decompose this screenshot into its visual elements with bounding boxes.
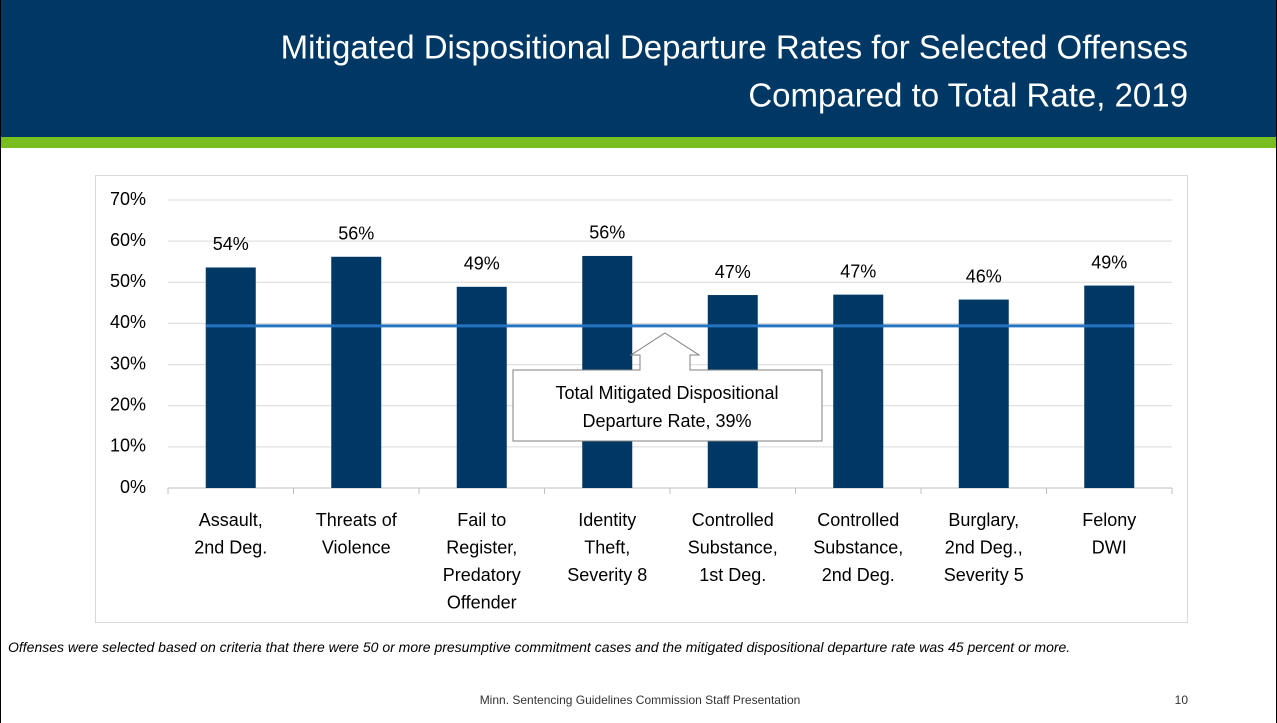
data-label: 49% (464, 254, 500, 274)
x-tick-label: Felony (1082, 510, 1136, 530)
title: Mitigated Dispositional Departure Rates … (281, 29, 1188, 66)
x-tick-label: Identity (578, 510, 636, 530)
y-tick-label: 20% (110, 394, 146, 414)
x-tick-label: Threats of (316, 510, 398, 530)
x-tick-label: 2nd Deg. (822, 565, 895, 585)
data-label: 56% (589, 223, 625, 243)
footer: Minn. Sentencing Guidelines Commission S… (480, 693, 801, 707)
data-label: 47% (840, 261, 876, 281)
x-tick-label: Severity 5 (944, 565, 1024, 585)
x-tick-label: Severity 8 (567, 565, 647, 585)
bar (456, 286, 507, 488)
x-tick-label: Assault, (199, 510, 263, 530)
y-tick-label: 70% (110, 189, 146, 209)
bar (833, 294, 884, 488)
bar (205, 267, 256, 488)
y-tick-label: 0% (120, 477, 146, 497)
x-tick-label: Substance, (688, 537, 778, 557)
data-label: 56% (338, 224, 374, 244)
x-tick-label: 2nd Deg. (194, 537, 267, 557)
data-label: 54% (213, 234, 249, 254)
bar (1084, 285, 1135, 488)
y-tick-label: 60% (110, 230, 146, 250)
x-tick-label: Burglary, (948, 510, 1019, 530)
y-tick-label: 10% (110, 436, 146, 456)
x-tick-label: DWI (1092, 537, 1127, 557)
data-label: 49% (1091, 252, 1127, 272)
x-tick-label: Substance, (813, 537, 903, 557)
x-tick-label: Offender (447, 592, 517, 612)
x-tick-label: 1st Deg. (699, 565, 766, 585)
x-tick-label: Register, (446, 537, 517, 557)
x-tick-label: Violence (322, 537, 391, 557)
accent-band (0, 137, 1277, 148)
data-label: 47% (715, 262, 751, 282)
title: Compared to Total Rate, 2019 (748, 77, 1188, 114)
plot-area: 0% 10% 20% 30% 40% 50% 60% 70% Assault, 2nd Deg. 5… (110, 189, 1173, 612)
y-tick-label: 50% (110, 271, 146, 291)
x-tick-label: Fail to (457, 510, 506, 530)
bar (958, 299, 1009, 488)
bar (331, 256, 382, 488)
data-label: 46% (966, 266, 1002, 286)
y-tick-label: 30% (110, 353, 146, 373)
x-tick-label: Controlled (692, 510, 774, 530)
annotation-text: Total Mitigated Dispositional (555, 383, 778, 403)
annotation-text: Departure Rate, 39% (582, 411, 751, 431)
annotation-callout (512, 332, 823, 442)
header-band (0, 0, 1277, 137)
x-tick-label: Theft, (584, 537, 630, 557)
page-number: 10 (1175, 693, 1189, 707)
x-tick-label: Predatory (443, 565, 521, 585)
x-tick-label: Controlled (817, 510, 899, 530)
y-tick-label: 40% (110, 312, 146, 332)
x-tick-label: 2nd Deg., (945, 537, 1023, 557)
footnote: Offenses were selected based on criteria… (8, 639, 1071, 655)
